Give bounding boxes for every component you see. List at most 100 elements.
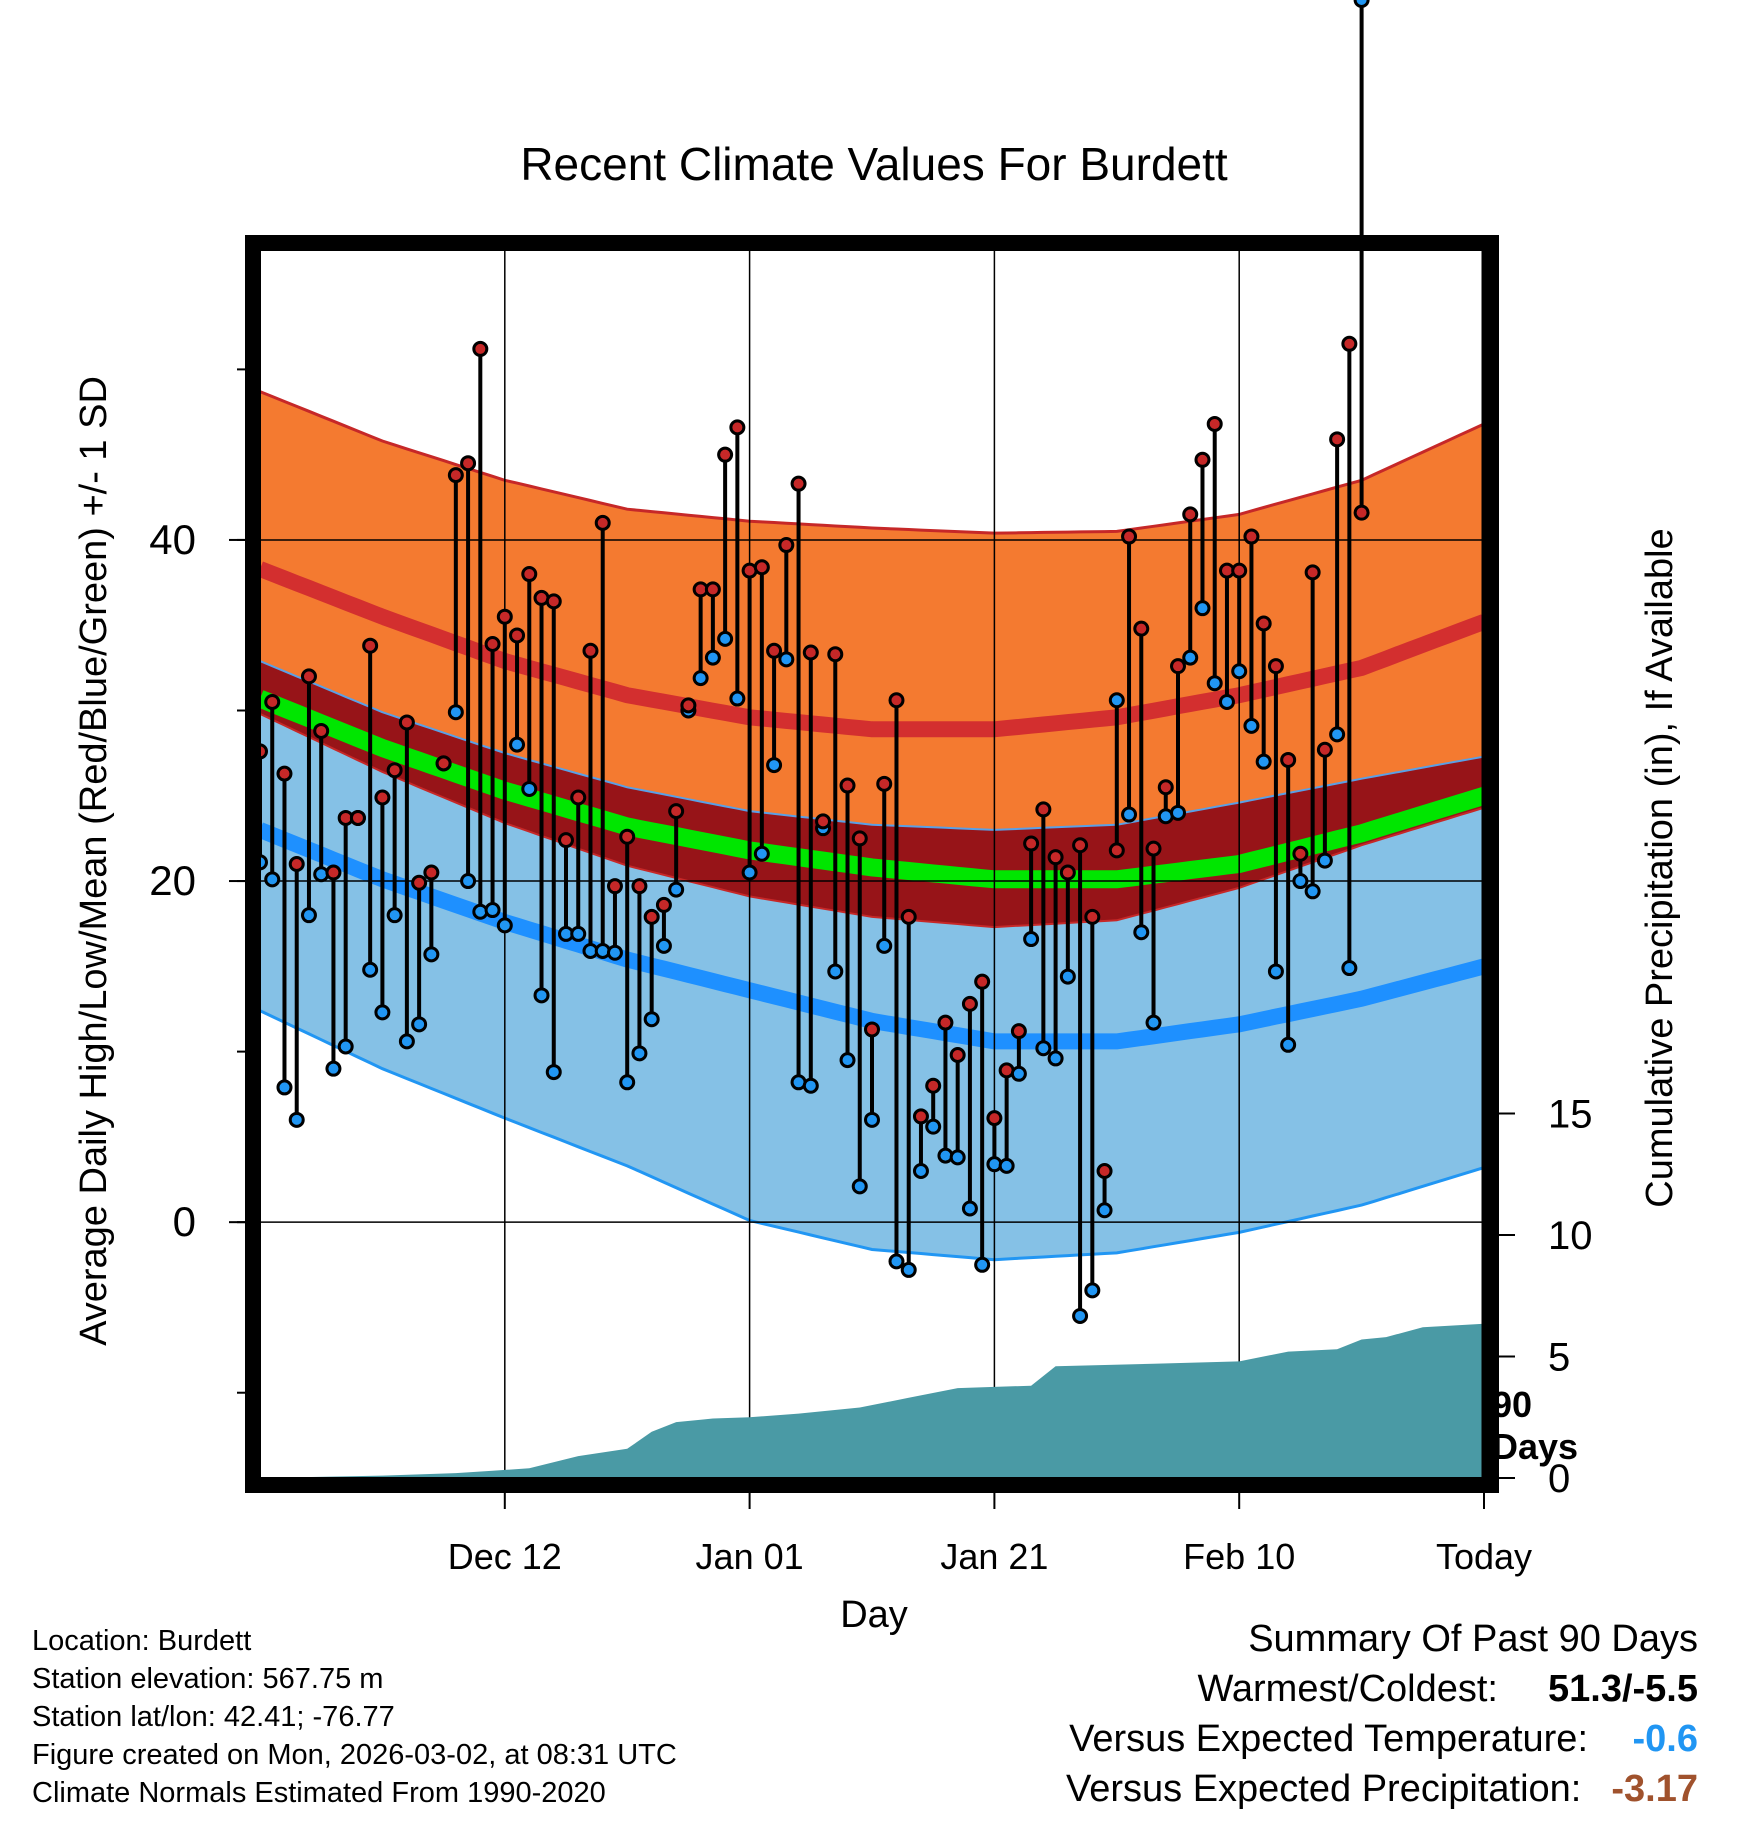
high-point bbox=[1145, 840, 1162, 857]
high-point bbox=[680, 697, 697, 714]
low-point bbox=[1047, 1050, 1064, 1067]
high-point bbox=[264, 693, 281, 710]
low-point bbox=[374, 1004, 391, 1021]
low-point bbox=[1304, 883, 1321, 900]
plot-border bbox=[245, 235, 1499, 1493]
high-point bbox=[1108, 842, 1125, 859]
low-point bbox=[1218, 693, 1235, 710]
low-point bbox=[655, 937, 672, 954]
low-sd-top-line bbox=[260, 712, 1484, 929]
low-point bbox=[998, 1157, 1015, 1174]
low-point bbox=[1108, 692, 1125, 709]
high-point bbox=[582, 642, 599, 659]
low-point bbox=[876, 937, 893, 954]
y-tick-label: 40 bbox=[149, 516, 196, 563]
low-point bbox=[888, 1253, 905, 1270]
high-mean-line bbox=[260, 561, 1484, 738]
warm-cold-value: 51.3/-5.5 bbox=[1548, 1668, 1698, 1710]
high-point bbox=[1316, 741, 1333, 758]
high-point bbox=[313, 722, 330, 739]
high-point bbox=[398, 714, 415, 731]
high-point bbox=[1059, 864, 1076, 881]
low-point bbox=[1194, 600, 1211, 617]
high-point bbox=[1072, 837, 1089, 854]
low-point bbox=[570, 925, 587, 942]
plot-frame bbox=[245, 235, 1499, 1493]
low-point bbox=[912, 1163, 929, 1179]
axes: 0 20 40 0 5 10 15 Dec 12 Jan 01 Jan 21 Feb 10 Today bbox=[149, 368, 1593, 1577]
high-point bbox=[790, 475, 807, 492]
high-point bbox=[1084, 908, 1101, 925]
high-point bbox=[778, 537, 795, 554]
low-point bbox=[717, 630, 734, 647]
low-point bbox=[1010, 1065, 1027, 1082]
x-tick-label: Jan 21 bbox=[940, 1536, 1048, 1577]
high-point bbox=[815, 813, 832, 830]
created-text: Figure created on Mon, 2026-03-02, at 08… bbox=[32, 1739, 677, 1771]
high-point bbox=[594, 514, 611, 531]
high-point bbox=[986, 1110, 1003, 1127]
y-axis-label: Average Daily High/Low/Mean (Red/Blue/Gr… bbox=[73, 376, 115, 1346]
low-point bbox=[1096, 1202, 1113, 1219]
low-point bbox=[668, 881, 685, 898]
high-point bbox=[460, 455, 477, 472]
temp-label: Versus Expected Temperature: bbox=[1069, 1718, 1588, 1760]
station-info: Location: Burdett Station elevation: 567… bbox=[32, 1622, 677, 1812]
low-point bbox=[631, 1045, 648, 1062]
high-point bbox=[362, 637, 379, 654]
low-point bbox=[766, 757, 783, 774]
low-point bbox=[925, 1118, 942, 1135]
low-point bbox=[411, 1016, 428, 1033]
high-point bbox=[704, 581, 721, 598]
high-point bbox=[545, 593, 562, 610]
low-point bbox=[1267, 963, 1284, 980]
overlap-band bbox=[260, 661, 1484, 928]
low-point bbox=[1133, 924, 1150, 941]
high-point bbox=[888, 692, 905, 709]
high-point bbox=[851, 830, 868, 847]
low-point bbox=[778, 651, 795, 668]
low-point bbox=[447, 704, 464, 721]
low-point bbox=[509, 736, 526, 753]
summary-heading: Summary Of Past 90 Days bbox=[1248, 1618, 1698, 1660]
high-point bbox=[1010, 1023, 1027, 1040]
high-point bbox=[631, 878, 648, 895]
x-tick-label: Feb 10 bbox=[1183, 1536, 1295, 1577]
high-point bbox=[374, 789, 391, 806]
high-point bbox=[411, 874, 428, 891]
high-point bbox=[472, 340, 489, 357]
temp-value: -0.6 bbox=[1632, 1718, 1698, 1760]
low-point bbox=[704, 649, 721, 666]
x-tick-label: Today bbox=[1436, 1536, 1532, 1577]
y2-tick-label: 15 bbox=[1548, 1093, 1593, 1137]
high-point bbox=[876, 775, 893, 792]
high-point bbox=[1304, 564, 1321, 581]
low-point bbox=[900, 1261, 917, 1278]
high-point bbox=[276, 765, 293, 782]
high-point bbox=[1194, 451, 1211, 468]
low-point bbox=[276, 1079, 293, 1096]
low-point bbox=[1243, 717, 1260, 734]
high-point bbox=[925, 1077, 942, 1094]
low-point bbox=[692, 670, 709, 687]
low-point bbox=[827, 963, 844, 980]
low-point bbox=[533, 987, 550, 1004]
high-point bbox=[937, 1014, 954, 1031]
x-axis-label: Day bbox=[840, 1594, 908, 1636]
high-point bbox=[802, 644, 819, 661]
warm-cold-row: Warmest/Coldest: 51.3/-5.5 bbox=[1066, 1664, 1698, 1714]
high-point bbox=[509, 627, 526, 644]
today-days-label: Days bbox=[1492, 1426, 1578, 1467]
high-point bbox=[447, 467, 464, 484]
high-point bbox=[288, 856, 305, 872]
high-point bbox=[558, 832, 574, 849]
low-point bbox=[949, 1149, 966, 1166]
low-point bbox=[741, 864, 758, 881]
high-point bbox=[1133, 620, 1150, 637]
high-point bbox=[1231, 562, 1248, 579]
low-point bbox=[1206, 675, 1223, 692]
daily-points bbox=[252, 0, 1370, 1324]
latlon-text: Station lat/lon: 42.41; -76.77 bbox=[32, 1701, 395, 1733]
low-point bbox=[1292, 873, 1309, 890]
high-point bbox=[521, 566, 538, 583]
